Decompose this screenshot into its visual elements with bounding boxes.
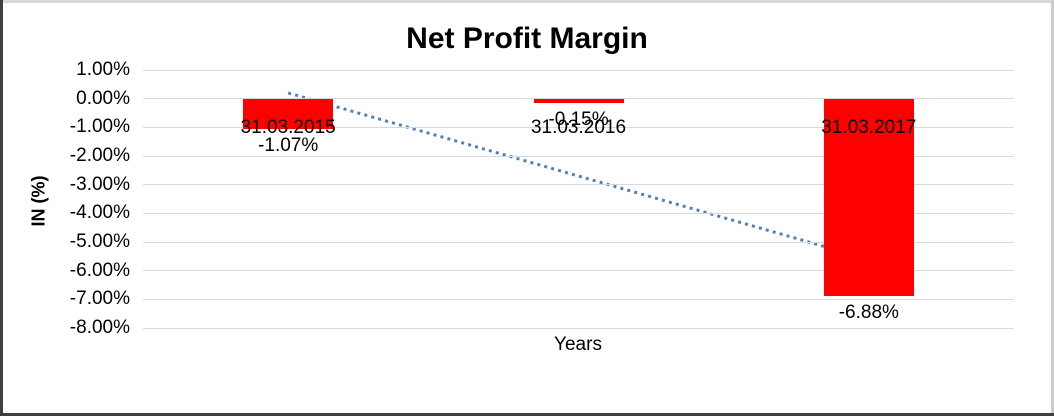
- x-axis-title: Years: [554, 334, 602, 355]
- bar-31.03.2017[interactable]: [823, 98, 914, 296]
- y-tick-label: -3.00%: [69, 173, 130, 195]
- frame-border-right: [1051, 0, 1054, 416]
- data-label: -0.15%: [548, 108, 609, 130]
- y-tick-label: 1.00%: [76, 59, 130, 80]
- y-tick-label: -6.00%: [69, 259, 130, 281]
- y-tick-label: -5.00%: [69, 231, 130, 252]
- y-tick-label: -7.00%: [69, 288, 130, 310]
- bar-31.03.2016[interactable]: [533, 98, 624, 103]
- bar-31.03.2015[interactable]: [243, 98, 334, 130]
- y-tick-label: -2.00%: [69, 145, 130, 166]
- x-category-label: 31.03.2015: [240, 116, 336, 138]
- gridline: [143, 126, 1014, 128]
- data-label: -1.07%: [258, 135, 319, 157]
- chart-title: Net Profit Margin: [406, 22, 648, 55]
- y-tick-label: -8.00%: [69, 317, 130, 338]
- gridline: [143, 184, 1014, 186]
- gridline: [143, 270, 1014, 272]
- gridline: [143, 69, 1014, 71]
- x-category-label: 31.03.2016: [530, 116, 627, 138]
- gridline: [143, 155, 1014, 157]
- frame-border-bottom: [0, 413, 1054, 416]
- frame-border-left: [0, 0, 3, 416]
- frame-border-top: [0, 0, 1054, 3]
- gridline: [143, 298, 1014, 300]
- y-tick-label: -1.00%: [69, 116, 130, 138]
- data-label: -6.88%: [838, 301, 899, 323]
- y-tick-label: 0.00%: [76, 87, 130, 109]
- gridline: [143, 241, 1014, 243]
- x-category-label: 31.03.2017: [821, 116, 917, 138]
- gridline: [143, 327, 1014, 329]
- gridline: [143, 212, 1014, 214]
- y-tick-label: -4.00%: [69, 202, 130, 224]
